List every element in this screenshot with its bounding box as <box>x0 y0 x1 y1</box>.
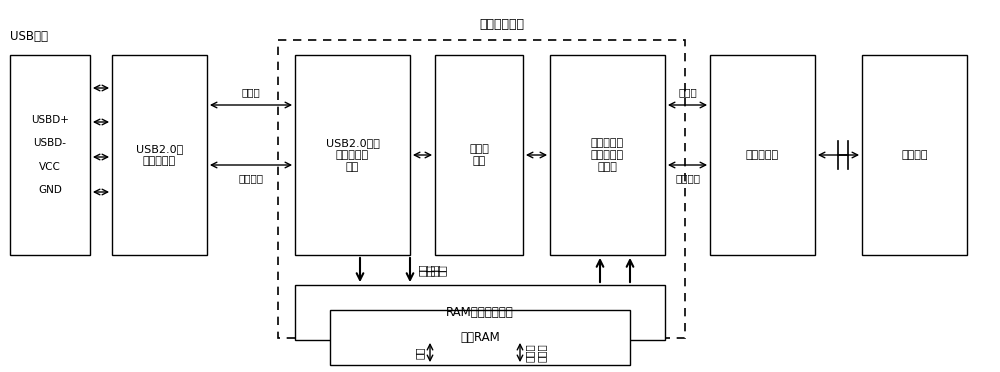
Text: 光纤通道: 光纤通道 <box>901 150 928 160</box>
Text: USBD+

USBD-

VCC

GND: USBD+ USBD- VCC GND <box>31 115 69 195</box>
Text: 数据包: 数据包 <box>678 87 697 97</box>
Text: 地址控
制信号: 地址控 制信号 <box>525 343 547 362</box>
Text: 握手信号: 握手信号 <box>675 173 700 183</box>
Text: 总线
存写: 总线 存写 <box>418 264 440 276</box>
Text: 数据包: 数据包 <box>242 87 260 97</box>
Text: 总线
存写: 总线 存写 <box>425 264 447 276</box>
Text: 握手信号: 握手信号 <box>239 173 264 183</box>
Text: 数据: 数据 <box>415 346 425 359</box>
Text: 高速收发器: 高速收发器 <box>746 150 779 160</box>
Bar <box>710 55 815 255</box>
Text: RAM读写控制模块: RAM读写控制模块 <box>446 306 514 319</box>
Bar <box>550 55 665 255</box>
Text: 高速逻辑阵列: 高速逻辑阵列 <box>480 18 524 31</box>
Text: USB2.0协
议转换芯片: USB2.0协 议转换芯片 <box>136 144 183 166</box>
Bar <box>112 55 207 255</box>
Bar <box>330 310 630 365</box>
Bar <box>295 55 410 255</box>
Text: 高速RAM: 高速RAM <box>460 331 500 344</box>
Bar <box>435 55 523 255</box>
Bar <box>10 55 90 255</box>
Bar <box>278 40 685 338</box>
Text: USB2.0协议
处理与读写
控制: USB2.0协议 处理与读写 控制 <box>326 138 379 171</box>
Text: 总线调
度器: 总线调 度器 <box>469 144 489 166</box>
Text: USB插口: USB插口 <box>10 30 48 43</box>
Bar <box>295 285 665 340</box>
Bar <box>862 55 967 255</box>
Text: 智能总线协
议管理与读
写控制: 智能总线协 议管理与读 写控制 <box>591 138 624 171</box>
